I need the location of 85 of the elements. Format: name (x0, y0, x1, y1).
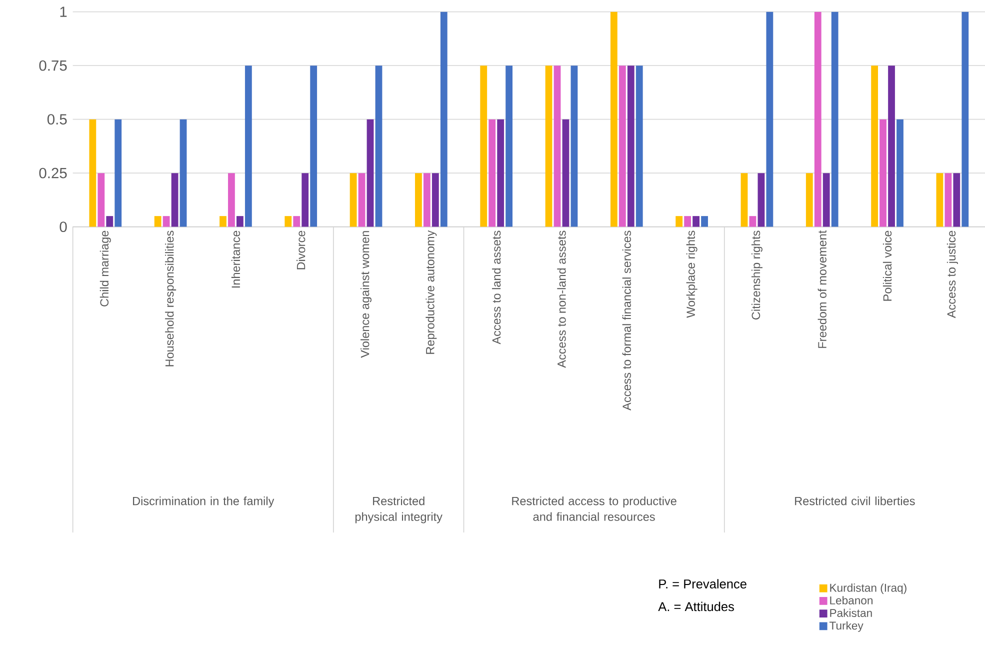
bar (758, 173, 765, 227)
bar (220, 216, 226, 227)
bar (676, 216, 683, 227)
bar (822, 173, 830, 227)
bar (570, 66, 578, 227)
bar (440, 12, 448, 227)
bar (880, 119, 886, 227)
y-tick-label: 0 (60, 222, 67, 232)
bar (888, 66, 895, 227)
bar (740, 173, 748, 227)
x-tick-label: Inheritance (231, 230, 240, 288)
y-tick-label: 0.25 (39, 168, 67, 178)
bar (962, 12, 969, 227)
text: A. = Attitudes (658, 602, 734, 612)
bar (896, 119, 904, 227)
bar (236, 216, 244, 227)
bar (545, 66, 552, 227)
bar (871, 66, 878, 227)
text: Discrimination in the family (133, 496, 274, 508)
legend-label: Turkey (830, 621, 864, 632)
bar (488, 119, 496, 227)
bar (814, 12, 822, 227)
bar (415, 173, 422, 227)
bar (89, 119, 96, 227)
bar (554, 66, 561, 227)
x-tick-label: Access to formal financial services (622, 230, 631, 411)
bar (358, 173, 366, 227)
x-tick-label: Political voice (882, 230, 892, 301)
bar (310, 66, 318, 227)
bar (506, 66, 513, 227)
x-tick-label: Reproductive autonomy (426, 230, 437, 354)
bar (114, 119, 122, 227)
text: Restricted access to productive and financial resources (512, 496, 676, 522)
text: Restricted civil liberties (795, 496, 915, 506)
bar (684, 216, 692, 227)
bar (610, 12, 618, 227)
bar (497, 119, 504, 227)
bar (953, 173, 960, 227)
y-tick-label: 0.5 (47, 114, 67, 125)
bar (636, 66, 643, 227)
y-tick-label: 1 (60, 6, 67, 18)
x-tick-label: Freedom of movement (818, 230, 826, 348)
x-tick-label: Child marriage (100, 231, 111, 306)
bar (480, 66, 488, 227)
text: Restricted physical integrity (355, 496, 442, 524)
bar (618, 66, 626, 227)
bar (806, 173, 813, 227)
x-tick-label: Access to land assets (492, 230, 501, 344)
bar (284, 216, 292, 227)
bar (432, 173, 439, 227)
bar (831, 12, 838, 227)
bar (98, 173, 105, 227)
bar (936, 173, 944, 227)
bar (171, 173, 178, 227)
x-tick-label: Violence against women (360, 231, 372, 358)
bar (180, 119, 187, 227)
bar (366, 119, 374, 227)
x-tick-label: Workplace rights (686, 230, 698, 318)
x-tick-label: Access to justice (946, 230, 958, 318)
x-tick-label: Divorce (296, 230, 306, 270)
bar (228, 173, 235, 227)
bar (293, 216, 300, 227)
bar (106, 216, 114, 227)
legend-label: Lebanon (830, 596, 872, 605)
bar (375, 66, 382, 227)
bar (749, 216, 756, 227)
legend-label: Pakistan (830, 608, 872, 618)
bar (162, 216, 170, 227)
x-tick-label: Household responsibilities (165, 230, 176, 366)
legend-label: Kurdistan (Iraq) (830, 584, 906, 594)
bar (766, 12, 774, 227)
bar (423, 173, 430, 227)
bar (244, 66, 252, 227)
bar (154, 216, 162, 227)
x-tick-label: Access to non-land assets (557, 230, 566, 368)
x-tick-label: Citizenship rights (751, 230, 762, 320)
bar (302, 173, 309, 227)
bar (701, 216, 708, 227)
text: P. = Prevalence (659, 579, 746, 589)
bar (562, 119, 570, 227)
bar (627, 66, 634, 227)
bar (944, 173, 952, 227)
y-tick-label: 0.75 (39, 60, 67, 71)
bar (692, 216, 700, 227)
bar (350, 173, 357, 227)
